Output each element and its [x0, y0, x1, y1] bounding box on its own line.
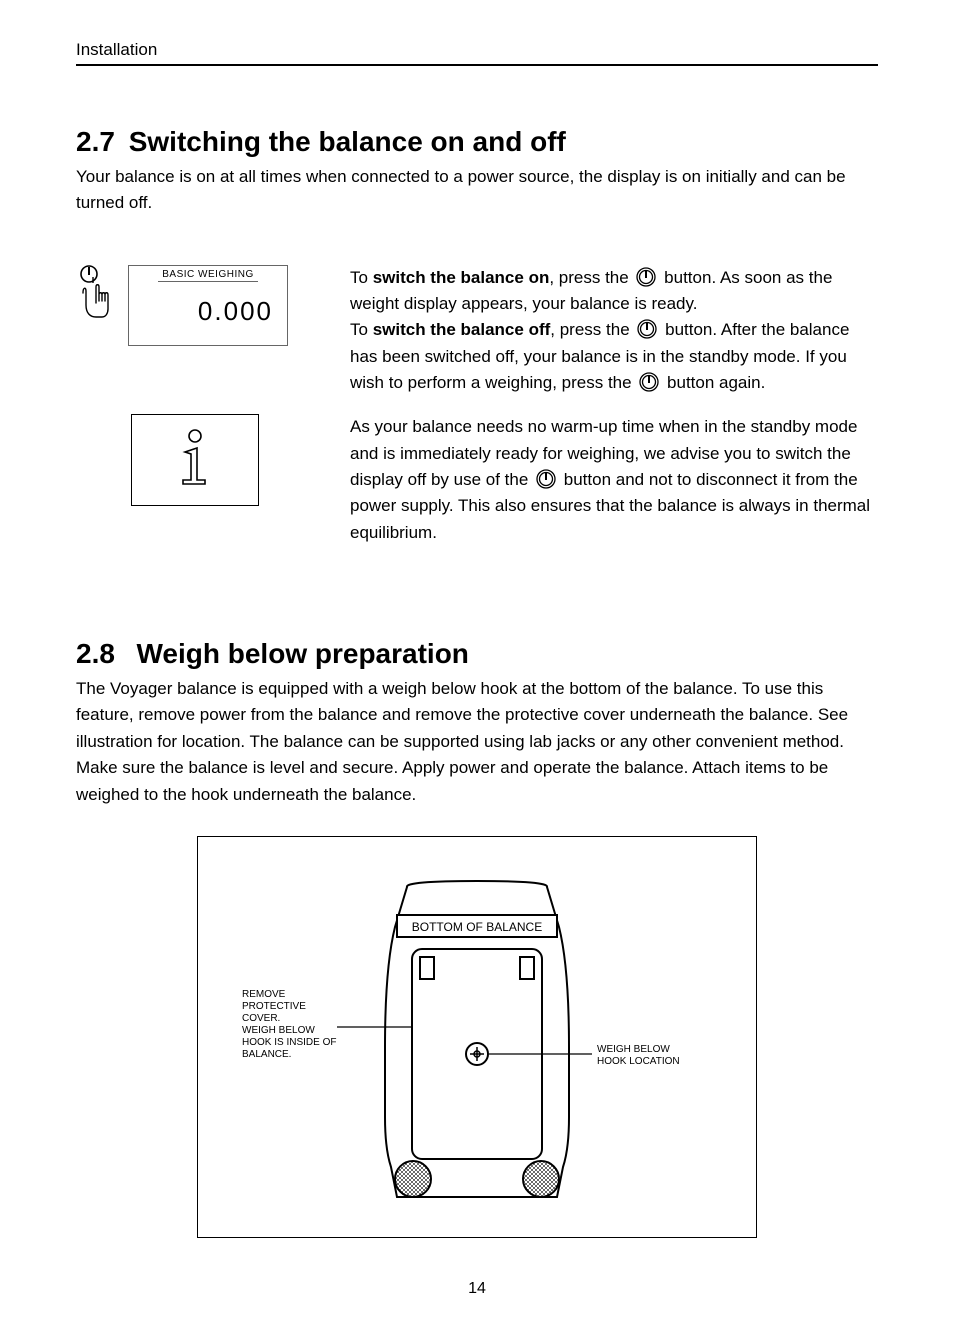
weigh-below-diagram: BOTTOM OF BALANCE [197, 836, 757, 1238]
info-paragraph: As your balance needs no warm-up time wh… [350, 414, 878, 546]
instruction-row-2: As your balance needs no warm-up time wh… [76, 414, 878, 546]
section-2-8: 2.8 Weigh below preparation The Voyager … [76, 638, 878, 1238]
diagram-title: BOTTOM OF BALANCE [412, 920, 542, 934]
header-section-label: Installation [76, 40, 157, 59]
power-button-icon [535, 468, 557, 490]
page-number: 14 [76, 1280, 878, 1298]
display-weight-value: 0.000 [137, 296, 279, 327]
info-icon [175, 428, 215, 492]
diagram-left-label: REMOVE PROTECTIVE COVER. WEIGH BELOW HOO… [242, 989, 339, 1060]
switch-on-paragraph: To switch the balance on, press the butt… [350, 265, 878, 318]
section-2-7: 2.7 Switching the balance on and off You… [76, 126, 878, 546]
section-title: Switching the balance on and off [129, 126, 566, 157]
section-heading: 2.7 Switching the balance on and off [76, 126, 878, 158]
balance-display: BASIC WEIGHING 0.000 [128, 265, 288, 346]
balance-bottom-illustration: BOTTOM OF BALANCE [227, 877, 727, 1217]
section-intro: Your balance is on at all times when con… [76, 164, 878, 217]
power-button-icon [636, 318, 658, 340]
display-mode-label: BASIC WEIGHING [158, 269, 258, 282]
instruction-row-1: BASIC WEIGHING 0.000 To switch the balan… [76, 265, 878, 397]
switch-off-paragraph: To switch the balance off, press the but… [350, 317, 878, 396]
section-number: 2.7 [76, 126, 115, 158]
section-title: Weigh below preparation [137, 638, 469, 669]
page-header: Installation [76, 40, 878, 66]
power-button-icon [638, 371, 660, 393]
section-body: The Voyager balance is equipped with a w… [76, 676, 878, 808]
power-button-icon [635, 266, 657, 288]
section-number: 2.8 [76, 638, 115, 670]
press-power-hand-icon [76, 265, 112, 325]
section-heading: 2.8 Weigh below preparation [76, 638, 878, 670]
info-icon-box [131, 414, 259, 506]
diagram-right-label: WEIGH BELOW HOOK LOCATION [597, 1044, 680, 1067]
